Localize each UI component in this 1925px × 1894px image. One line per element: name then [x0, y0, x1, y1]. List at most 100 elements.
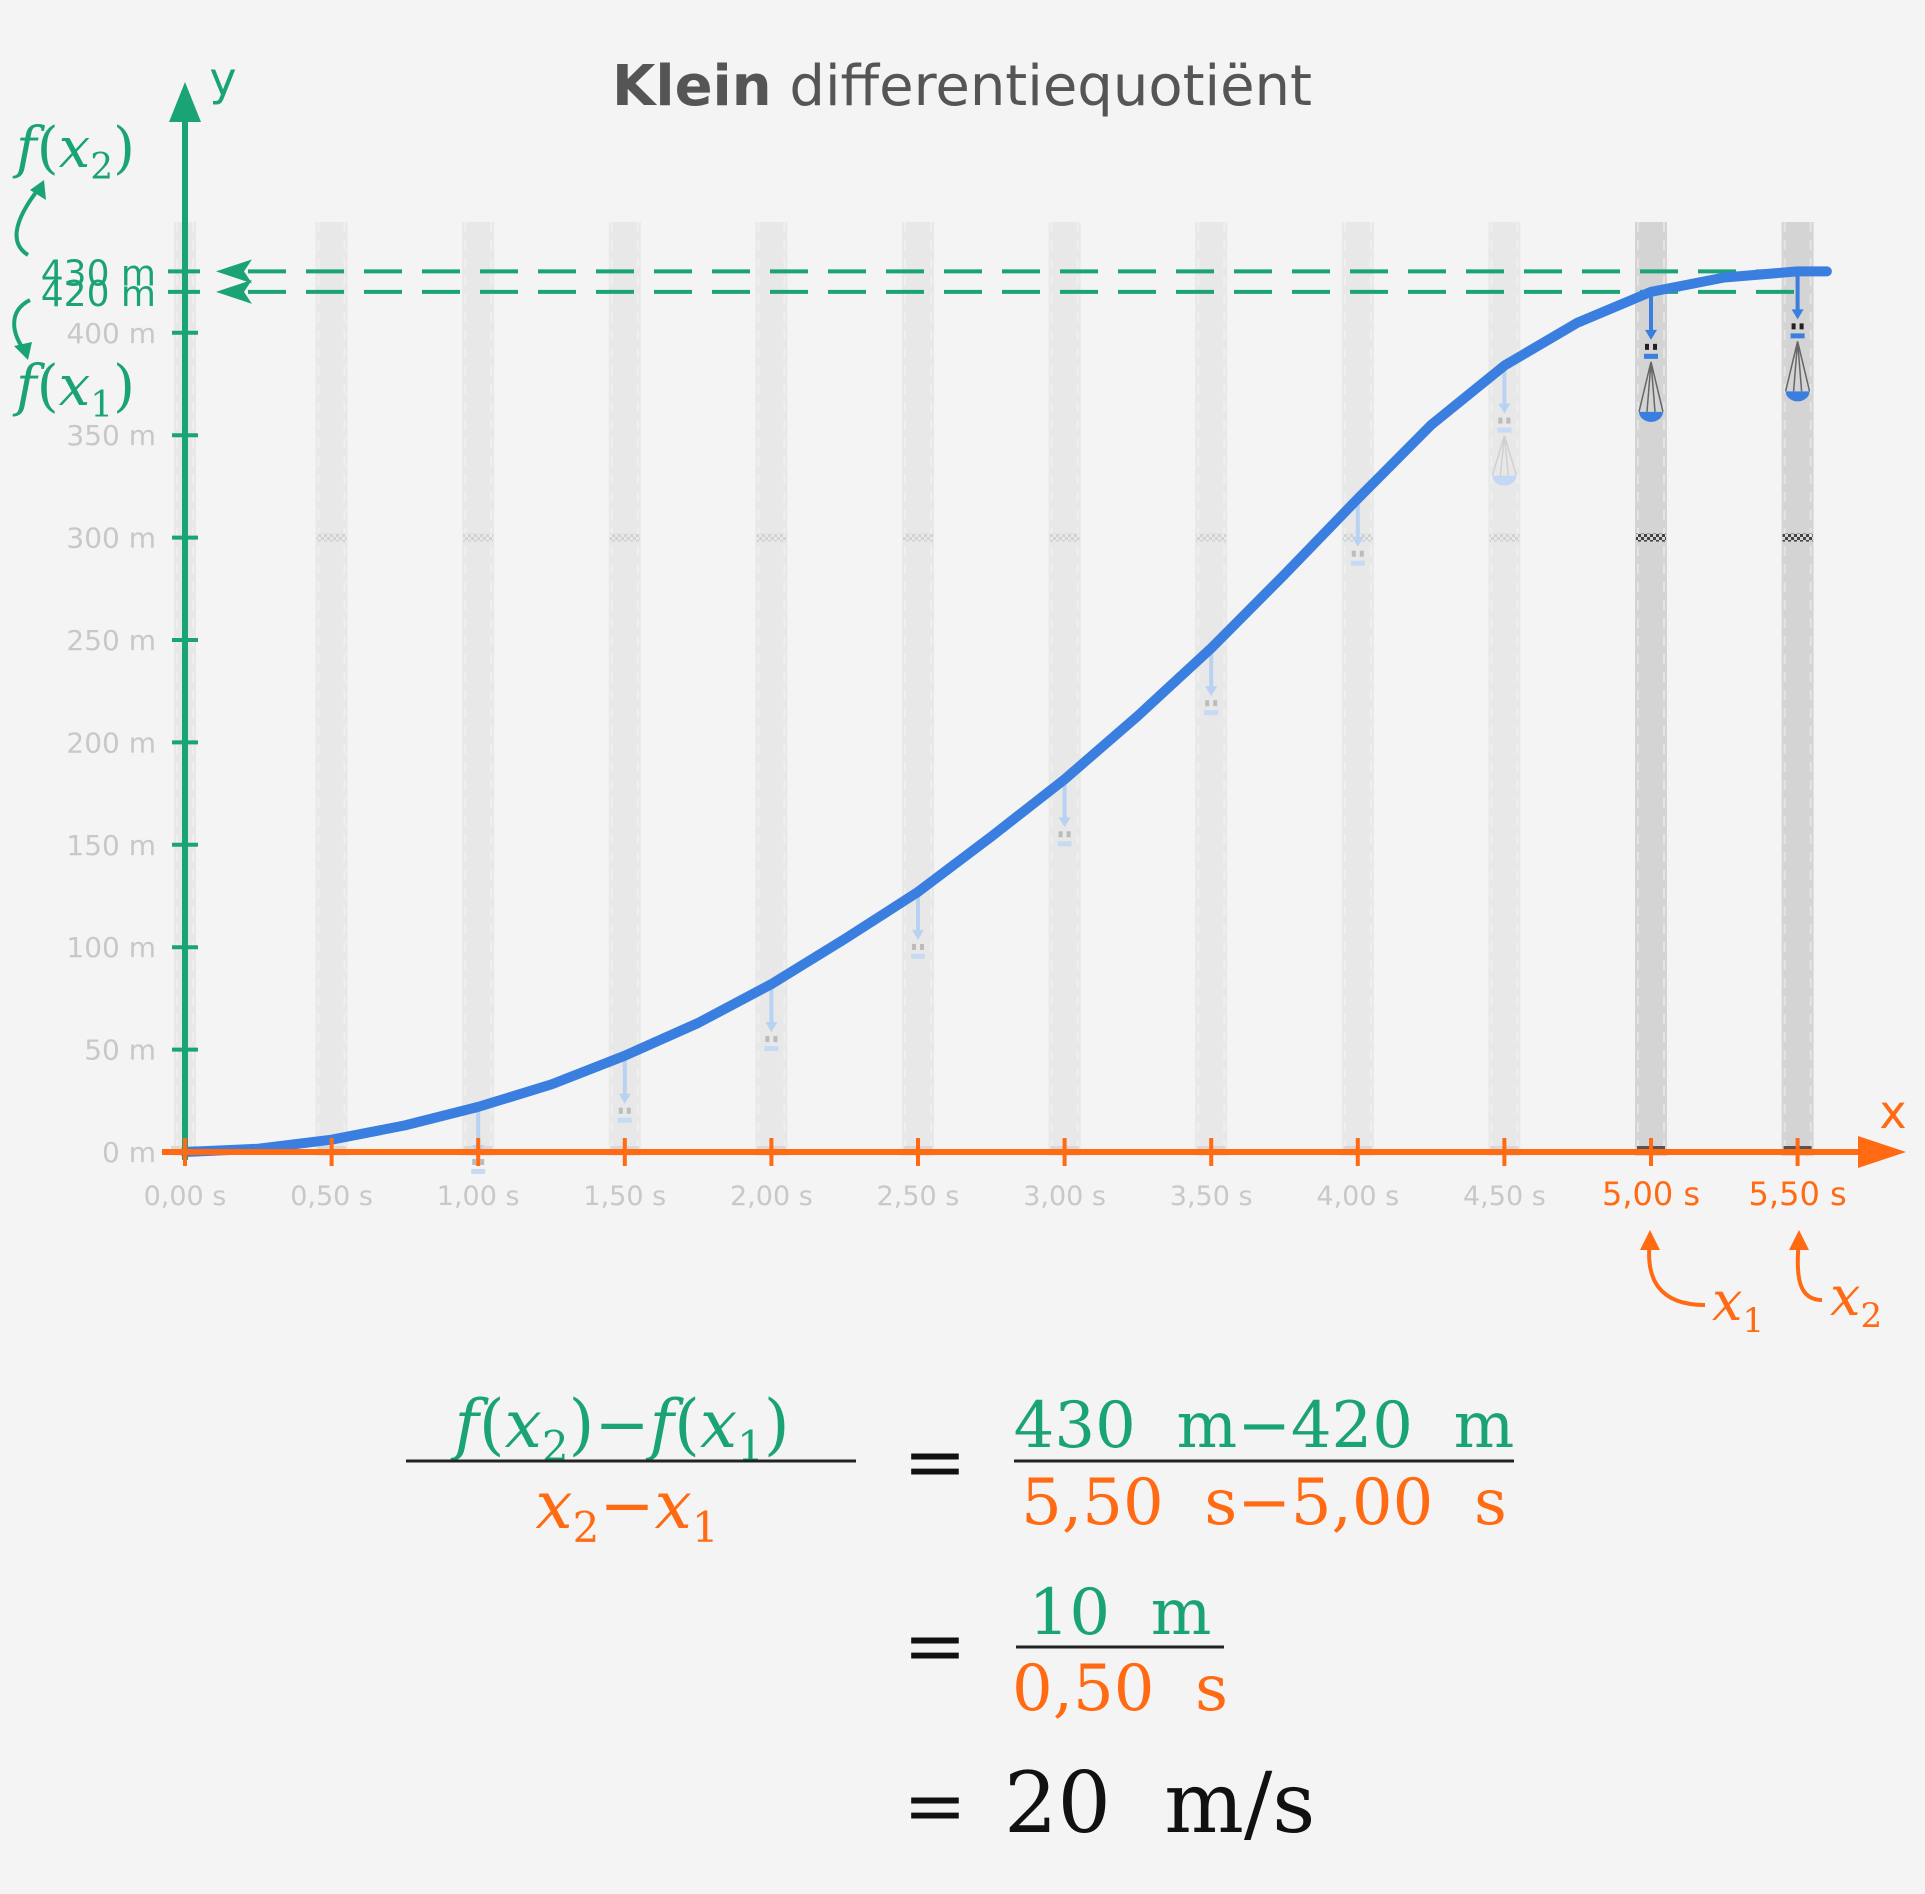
callout-fx1: f(x1) [12, 354, 135, 426]
figure-belt [1790, 333, 1805, 339]
y-tick-label: 150 m [66, 829, 156, 862]
parachute-figure [911, 891, 925, 959]
time-column [462, 222, 495, 1156]
step1-den-b: 5,00 s [1291, 1466, 1507, 1540]
y-tick-label: 200 m [66, 726, 156, 759]
y-tick-label: 400 m [66, 317, 156, 350]
checkpoint-marker [609, 533, 640, 542]
figure-body [765, 1036, 770, 1043]
checkpoint-marker [1049, 533, 1080, 542]
time-column [1341, 222, 1374, 1156]
figure-body [1359, 550, 1364, 557]
x2-x: x [1830, 1265, 1860, 1328]
series-line [180, 266, 1832, 1157]
callout-fx2: f(x2) [12, 116, 135, 188]
parachute-figure [617, 1055, 632, 1123]
parachute-figure [1784, 271, 1811, 402]
time-column [902, 222, 934, 1156]
figure-body [1645, 343, 1649, 350]
x2-sub: 2 [1860, 1296, 1882, 1336]
lhs-num-minus: − [594, 1386, 649, 1463]
time-column [1781, 222, 1814, 1156]
x-axis-label: x [1879, 1085, 1906, 1139]
figure-belt [764, 1046, 779, 1052]
x-tick-label: 1,00 s [437, 1181, 520, 1212]
step1-num-b: 420 m [1291, 1389, 1515, 1463]
lhs-den-xa: x [535, 1467, 572, 1544]
time-column [1048, 222, 1081, 1156]
highlight-guide-arrowhead [216, 279, 252, 304]
x-tick-label: 5,50 s [1749, 1175, 1847, 1213]
y-ticks: 0 m 50 m 100 m 150 m 200 m 250 m 300 m 350 m 400… [66, 317, 198, 1169]
figure-belt [1644, 353, 1658, 359]
figure-body [1351, 550, 1356, 557]
svg-text:f(x1): f(x1) [12, 354, 135, 426]
figure-body [626, 1107, 631, 1114]
figure-head [1205, 686, 1218, 697]
lhs-num-p1o: ( [479, 1386, 505, 1463]
figure-cords [1491, 435, 1518, 476]
figure-cords [1784, 341, 1811, 392]
y-axis-arrowhead [169, 82, 201, 122]
checkpoint-marker [756, 533, 787, 542]
x-ticks: 0,00 s 0,50 s 1,00 s 1,50 s 2,00 s 2,50 s 3,00… [144, 1138, 1847, 1213]
checkpoint-marker [463, 533, 494, 542]
checkpoint-marker [1489, 533, 1520, 542]
callout-fx1-arrow [12, 298, 31, 352]
callout-x2: x2 [1830, 1265, 1882, 1336]
figure-body [912, 943, 916, 950]
y-tick-label: 0 m [102, 1136, 156, 1169]
x-tick-label: 4,00 s [1316, 1181, 1399, 1212]
highlight-value-label: 420 m [41, 274, 156, 315]
figure-body [1799, 323, 1804, 330]
lhs-den-xb: x [655, 1467, 692, 1544]
step1-num-minus: − [1237, 1389, 1291, 1463]
fx1-x: x [59, 354, 91, 419]
parachute-figure [1638, 291, 1664, 422]
lhs-num-s1: 2 [542, 1422, 569, 1471]
formula-lhs-numerator: f(x2)−f(x1) [449, 1386, 789, 1471]
parachute-figure [764, 984, 779, 1052]
figure-body [1791, 323, 1796, 330]
x1-sub: 1 [1742, 1301, 1764, 1341]
figure-belt [1204, 710, 1219, 716]
figure-canopy [1492, 475, 1517, 486]
lhs-num-s2: 1 [737, 1422, 764, 1471]
y-tick-label: 250 m [66, 624, 156, 657]
figure-head [1498, 403, 1511, 414]
figure-body [1506, 417, 1511, 424]
formula-lhs-denominator: x2−x1 [535, 1467, 718, 1552]
x-tick-label: 0,50 s [290, 1181, 373, 1212]
y-tick-label: 100 m [66, 931, 156, 964]
figure-body [1066, 831, 1071, 838]
checkpoint-marker [1196, 533, 1227, 542]
figure-canopy [1639, 411, 1663, 422]
parachute-figure [1057, 779, 1072, 847]
checkpoint-marker [1782, 533, 1813, 542]
x-tick-label: 3,00 s [1023, 1181, 1106, 1212]
step1-num-a: 430 m [1014, 1389, 1238, 1463]
callout-x1: x1 [1712, 1270, 1764, 1341]
lhs-num-p1c: ) [569, 1386, 595, 1463]
fx1-close: ) [113, 354, 135, 419]
x-tick-label: 4,50 s [1463, 1181, 1546, 1212]
figure-belt [911, 953, 925, 959]
x-tick-label: 2,50 s [877, 1181, 960, 1212]
figure-body [480, 1158, 485, 1165]
step1-den-a: 5,50 s [1021, 1466, 1237, 1540]
x-tick-label: 0,00 s [144, 1181, 227, 1212]
figure-belt [471, 1168, 486, 1174]
chart-title-rest: differentiequotiënt [772, 54, 1312, 119]
time-columns [171, 222, 1814, 1156]
y-tick-label: 50 m [84, 1034, 156, 1067]
highlight-value-label: 430 m [41, 253, 156, 294]
lhs-num-x2: x [700, 1386, 737, 1463]
callout-x1-arrow [1647, 1239, 1706, 1307]
formula-step2-denominator: 0,50 s [1012, 1652, 1228, 1726]
y-tick-label: 300 m [66, 522, 156, 555]
fx1-open: ( [37, 354, 59, 419]
formula-result: 20 m/s [1004, 1754, 1315, 1852]
formula-equals-3: = [903, 1761, 967, 1850]
x1-x: x [1712, 1270, 1742, 1333]
figure-belt [617, 1117, 632, 1123]
